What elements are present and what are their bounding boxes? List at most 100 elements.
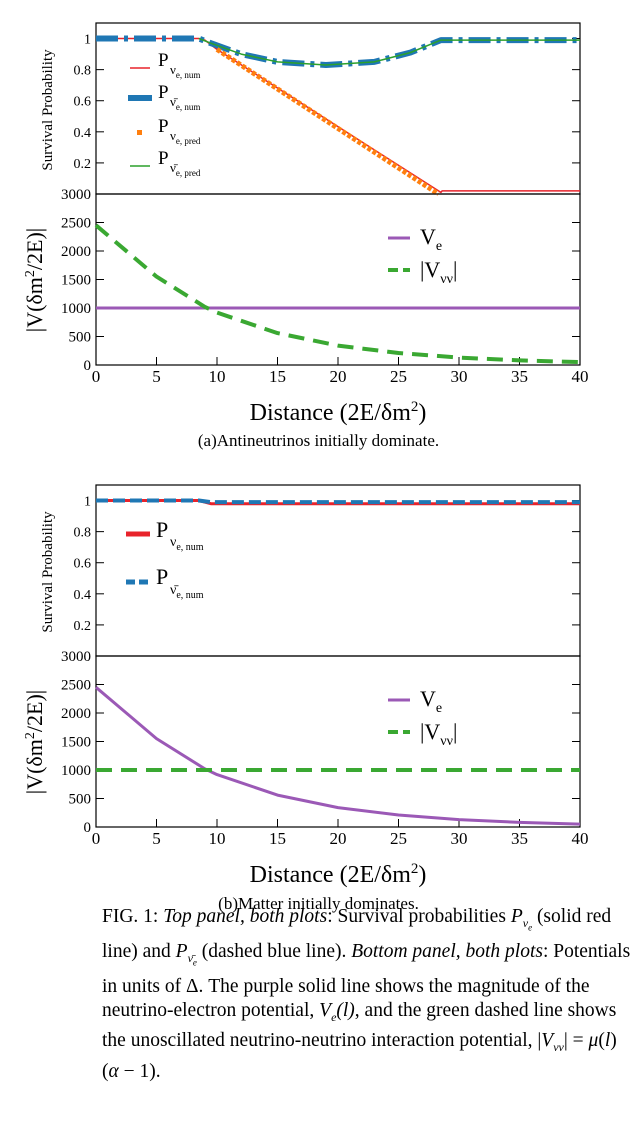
subcaption-a: (a)Antineutrinos initially dominate. — [197, 431, 440, 450]
series-line — [96, 498, 580, 505]
y-ticks: 0 500 1000 1500 2000 2500 3000 — [61, 649, 580, 836]
caption-text: . — [155, 1060, 161, 1082]
y-tick-label: 500 — [69, 792, 92, 808]
subcaption-b: (b)Matter initially dominates. — [218, 894, 419, 913]
legend: Ve |Vνν| — [388, 224, 457, 287]
series-lines — [94, 223, 581, 365]
series-line — [198, 37, 580, 66]
x-tick-label: 40 — [572, 367, 589, 386]
caption-text: (solid red line) and — [102, 906, 612, 962]
y-tick-label: 1000 — [61, 301, 91, 317]
x-tick-label: 20 — [330, 829, 347, 848]
y-tick-label: 0.4 — [74, 588, 92, 603]
x-tick-label: 35 — [511, 829, 528, 848]
legend: P νe, num P ν̄e, num — [126, 517, 204, 601]
legend: P νe, num P ν̄e, num P νe, pred P ν̄e, p… — [128, 50, 201, 178]
x-tick-label: 15 — [269, 367, 286, 386]
x-tick-label: 5 — [152, 367, 161, 386]
y-axis-label: Survival Probability — [40, 49, 56, 171]
y-tick-label: 0 — [84, 358, 92, 374]
panel-a-top: 0.2 0.4 0.6 0.8 1 Survival Probability P νe,… — [40, 22, 581, 197]
x-tick-label: 25 — [390, 829, 407, 848]
x-ticks: 0 5 10 15 20 25 30 35 40 — [92, 819, 589, 848]
x-tick-label: 25 — [390, 367, 407, 386]
caption-text: : Potentials in units of Δ. The purple s… — [102, 940, 631, 1022]
x-tick-label: 10 — [209, 367, 226, 386]
legend-label-vnunu: |Vνν| — [420, 257, 457, 287]
series-lines — [96, 35, 580, 197]
series-line — [95, 686, 581, 826]
y-axis-label: Survival Probability — [40, 511, 56, 633]
y-tick-label: 1500 — [61, 735, 91, 751]
y-tick-label: 0 — [84, 820, 92, 836]
caption-math: Ve(l) — [319, 1000, 355, 1024]
y-tick-label: 1000 — [61, 763, 91, 779]
legend-label-p-nue-pred: P — [158, 116, 169, 137]
legend-label-p-nuebar-num: P — [156, 564, 168, 589]
x-tick-label: 5 — [152, 829, 161, 848]
x-tick-label: 30 — [451, 829, 468, 848]
caption-math: |Vνν| = μ(l)(α − 1) — [102, 1030, 617, 1082]
caption-text: (dashed blue line). — [196, 940, 352, 962]
y-tick-label: 0.8 — [74, 526, 92, 541]
y-tick-label: 2500 — [61, 678, 91, 694]
y-tick-label: 0.8 — [74, 64, 92, 79]
legend-label-p-nuebar-pred: P — [158, 148, 169, 169]
x-tick-label: 0 — [92, 367, 101, 386]
x-tick-label: 35 — [511, 367, 528, 386]
y-tick-label: 0.4 — [74, 126, 92, 141]
y-tick-label: 1 — [84, 495, 91, 510]
panel-b-top: 0.2 0.4 0.6 0.8 1 Survival Probability P νe,… — [40, 484, 581, 657]
panel-b-bottom: 0 500 1000 1500 2000 2500 3000 0 5 10 15 20 25 30 35 4… — [22, 649, 589, 888]
legend-label-p-nue-num: P — [156, 517, 168, 542]
y-tick-label: 2000 — [61, 706, 91, 722]
figure-caption: FIG. 1: Top panel, both plots: Survival … — [102, 905, 632, 1084]
x-tick-label: 40 — [572, 829, 589, 848]
legend-sub-p-nue-num: νe, num — [170, 62, 200, 80]
y-ticks: 0.2 0.4 0.6 0.8 1 — [74, 33, 580, 172]
y-axis-label: |V(δm2/2E)| — [22, 690, 47, 794]
plot-frame — [95, 655, 581, 828]
series-line — [94, 223, 581, 365]
y-tick-label: 0.6 — [74, 95, 92, 110]
figure-b: 0.2 0.4 0.6 0.8 1 Survival Probability P νe,… — [22, 484, 589, 888]
y-tick-label: 1 — [84, 33, 91, 48]
series-lines — [95, 686, 581, 826]
y-tick-label: 3000 — [61, 649, 91, 665]
plot-frame — [95, 484, 581, 657]
x-axis-label: Distance (2E/δm2) — [250, 399, 427, 426]
caption-math: Pνe — [510, 906, 533, 933]
figure-a: 0.2 0.4 0.6 0.8 1 Survival Probability P νe,… — [22, 22, 589, 426]
legend-label-vnunu: |Vνν| — [420, 719, 457, 749]
x-tick-label: 15 — [269, 829, 286, 848]
y-tick-label: 0.2 — [74, 619, 92, 634]
y-axis-label: |V(δm2/2E)| — [22, 228, 47, 332]
legend-sub-p-nue-pred: νe, pred — [170, 128, 201, 146]
x-tick-label: 20 — [330, 367, 347, 386]
y-tick-label: 500 — [69, 330, 92, 346]
legend-sub-p-nuebar-num: ν̄e, num — [170, 583, 204, 601]
y-tick-label: 1500 — [61, 273, 91, 289]
y-tick-label: 0.6 — [74, 557, 92, 572]
x-ticks: 0 5 10 15 20 25 30 35 40 — [92, 357, 589, 386]
caption-top-panel: Top panel, both plots — [163, 906, 328, 927]
plot-frame — [95, 193, 581, 366]
caption-bottom-panel: Bottom panel, both plots — [351, 940, 543, 962]
x-axis-label: Distance (2E/δm2) — [250, 861, 427, 888]
panel-a-bottom: 0 500 1000 1500 2000 2500 3000 0 5 10 15 20 25 30 35 4… — [22, 187, 589, 426]
x-tick-label: 30 — [451, 367, 468, 386]
caption-label: FIG. 1: — [102, 906, 159, 927]
x-tick-label: 0 — [92, 829, 101, 848]
legend-label-p-nue-num: P — [158, 50, 169, 71]
series-line — [96, 35, 580, 68]
plot-frame — [95, 22, 581, 195]
legend-label-ve: Ve — [420, 686, 442, 716]
y-tick-label: 2000 — [61, 244, 91, 260]
legend-sub-p-nuebar-pred: ν̄e, pred — [170, 160, 201, 178]
legend: Ve |Vνν| — [388, 686, 457, 749]
caption-text: , and the green dashed line shows the un… — [102, 1000, 617, 1052]
legend-label-p-nuebar-num: P — [158, 82, 169, 103]
legend-sub-p-nue-num: νe, num — [170, 535, 204, 553]
caption-math: Pν̄e — [175, 940, 197, 968]
y-ticks: 0 500 1000 1500 2000 2500 3000 — [61, 187, 580, 374]
